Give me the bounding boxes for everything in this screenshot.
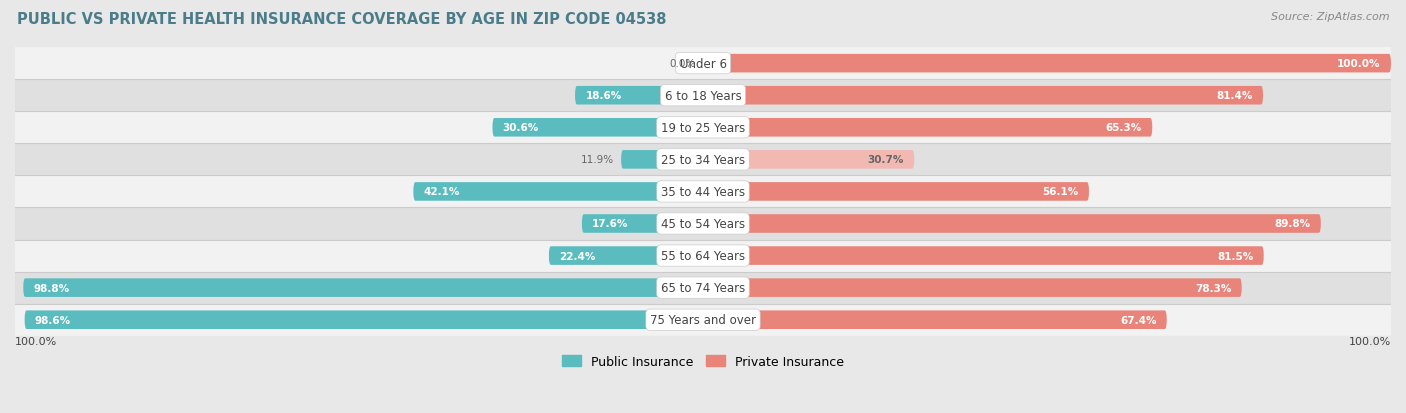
FancyBboxPatch shape	[703, 151, 914, 169]
Bar	[15, 80, 1391, 112]
FancyBboxPatch shape	[703, 183, 1090, 201]
FancyBboxPatch shape	[492, 119, 703, 137]
Text: 81.4%: 81.4%	[1216, 91, 1253, 101]
Text: 100.0%: 100.0%	[1348, 336, 1391, 346]
Text: Under 6: Under 6	[679, 57, 727, 71]
FancyBboxPatch shape	[575, 87, 703, 105]
Text: 17.6%: 17.6%	[592, 219, 628, 229]
Text: 65.3%: 65.3%	[1105, 123, 1142, 133]
FancyBboxPatch shape	[703, 247, 1264, 265]
FancyBboxPatch shape	[703, 279, 1241, 297]
Text: 18.6%: 18.6%	[585, 91, 621, 101]
Bar	[15, 176, 1391, 208]
Text: 19 to 25 Years: 19 to 25 Years	[661, 121, 745, 135]
Text: 98.8%: 98.8%	[34, 283, 70, 293]
Text: 45 to 54 Years: 45 to 54 Years	[661, 218, 745, 230]
Bar	[15, 304, 1391, 336]
FancyBboxPatch shape	[703, 87, 1263, 105]
Text: 11.9%: 11.9%	[581, 155, 614, 165]
FancyBboxPatch shape	[413, 183, 703, 201]
Text: 65 to 74 Years: 65 to 74 Years	[661, 281, 745, 294]
Text: 81.5%: 81.5%	[1218, 251, 1253, 261]
FancyBboxPatch shape	[25, 311, 703, 329]
FancyBboxPatch shape	[621, 151, 703, 169]
Text: Source: ZipAtlas.com: Source: ZipAtlas.com	[1271, 12, 1389, 22]
Bar	[15, 112, 1391, 144]
Bar	[15, 48, 1391, 80]
FancyBboxPatch shape	[703, 215, 1320, 233]
Bar	[15, 240, 1391, 272]
FancyBboxPatch shape	[548, 247, 703, 265]
FancyBboxPatch shape	[24, 279, 703, 297]
Text: 42.1%: 42.1%	[423, 187, 460, 197]
Text: 67.4%: 67.4%	[1121, 315, 1156, 325]
Bar	[15, 208, 1391, 240]
Bar	[15, 272, 1391, 304]
FancyBboxPatch shape	[703, 55, 1391, 73]
Bar	[15, 144, 1391, 176]
FancyBboxPatch shape	[703, 119, 1153, 137]
Text: 6 to 18 Years: 6 to 18 Years	[665, 90, 741, 102]
Text: 56.1%: 56.1%	[1042, 187, 1078, 197]
Text: 0.0%: 0.0%	[669, 59, 696, 69]
Text: 25 to 34 Years: 25 to 34 Years	[661, 154, 745, 166]
Text: 89.8%: 89.8%	[1274, 219, 1310, 229]
Legend: Public Insurance, Private Insurance: Public Insurance, Private Insurance	[557, 350, 849, 373]
Text: 78.3%: 78.3%	[1195, 283, 1232, 293]
FancyBboxPatch shape	[703, 311, 1167, 329]
Text: PUBLIC VS PRIVATE HEALTH INSURANCE COVERAGE BY AGE IN ZIP CODE 04538: PUBLIC VS PRIVATE HEALTH INSURANCE COVER…	[17, 12, 666, 27]
FancyBboxPatch shape	[582, 215, 703, 233]
Text: 22.4%: 22.4%	[560, 251, 596, 261]
Text: 100.0%: 100.0%	[15, 336, 58, 346]
Text: 98.6%: 98.6%	[35, 315, 72, 325]
Text: 75 Years and over: 75 Years and over	[650, 313, 756, 326]
Text: 55 to 64 Years: 55 to 64 Years	[661, 249, 745, 262]
Text: 35 to 44 Years: 35 to 44 Years	[661, 185, 745, 198]
Text: 30.7%: 30.7%	[868, 155, 904, 165]
Text: 100.0%: 100.0%	[1337, 59, 1381, 69]
Text: 30.6%: 30.6%	[503, 123, 538, 133]
